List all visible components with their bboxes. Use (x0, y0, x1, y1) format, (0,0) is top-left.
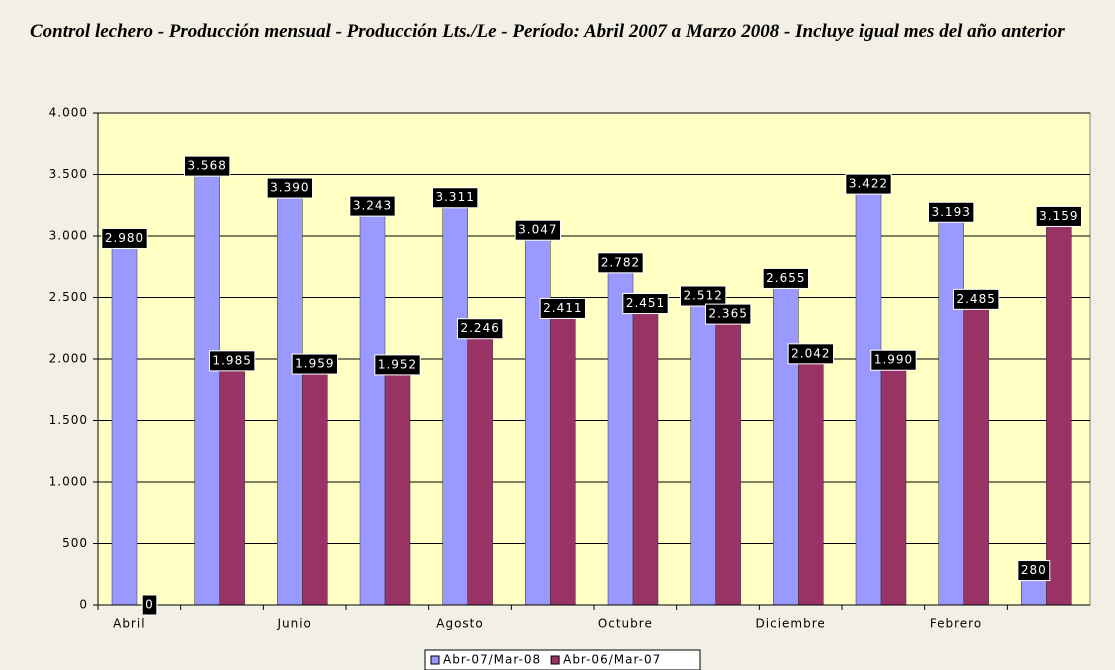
bar (442, 197, 468, 606)
y-tick-label: 500 (62, 536, 88, 550)
legend-label: Abr-07/Mar-08 (443, 653, 541, 667)
data-label: 0 (145, 598, 154, 612)
data-label-bg (679, 285, 727, 307)
data-label: 2.411 (543, 301, 582, 315)
data-label: 2.246 (460, 321, 499, 335)
bar (798, 353, 824, 606)
bar (1046, 216, 1072, 606)
bar (467, 328, 493, 606)
bar (525, 229, 551, 606)
data-label: 2.485 (956, 292, 995, 306)
x-tick-label: Diciembre (756, 617, 826, 631)
data-label-bg (597, 252, 644, 274)
y-tick-label: 2.500 (49, 290, 88, 304)
data-label-bg (141, 594, 158, 616)
bar (384, 364, 411, 606)
data-label: 3.568 (187, 159, 226, 173)
data-label-bg (514, 219, 562, 241)
data-label: 3.193 (931, 205, 970, 219)
data-label-bg (870, 349, 917, 371)
data-label: 280 (1021, 563, 1047, 577)
data-label: 3.243 (353, 199, 392, 213)
y-tick-label: 4.000 (49, 106, 88, 120)
data-label: 2.782 (601, 255, 640, 269)
data-label-bg (208, 350, 256, 372)
bar (715, 313, 741, 606)
data-label-bg (266, 177, 314, 199)
data-label: 2.451 (626, 296, 665, 310)
data-label-bg (291, 353, 339, 375)
data-label-bg (183, 155, 231, 177)
data-label-bg (927, 201, 975, 223)
data-label: 3.390 (270, 181, 309, 195)
data-label: 2.980 (105, 231, 144, 245)
bar (277, 187, 303, 606)
data-label-bg (431, 187, 479, 209)
y-tick-label: 0 (79, 598, 88, 612)
bar (359, 205, 386, 606)
bar (302, 363, 328, 606)
data-label: 2.512 (683, 289, 722, 303)
x-tick-label: Abril (113, 617, 145, 631)
data-label: 2.042 (791, 346, 830, 360)
data-label: 3.311 (435, 190, 474, 204)
data-label-bg (787, 343, 835, 365)
data-label-bg (1035, 205, 1083, 227)
data-label-bg (456, 318, 504, 340)
bar (632, 303, 659, 606)
legend-box (424, 649, 701, 670)
bar (880, 359, 907, 606)
data-label: 3.047 (518, 223, 557, 237)
bar (773, 278, 799, 606)
y-tick-label: 2.000 (49, 352, 88, 366)
chart-title: Control lechero - Producción mensual - P… (30, 21, 1065, 42)
x-tick-label: Agosto (436, 617, 483, 631)
x-tick-label: Octubre (598, 617, 653, 631)
y-tick-label: 1.500 (49, 413, 88, 427)
y-tick-label: 1.000 (49, 475, 88, 489)
data-label: 3.422 (849, 177, 888, 191)
bar (855, 183, 882, 606)
data-label-bg (539, 297, 587, 319)
x-tick-label: Febrero (930, 617, 982, 631)
data-label: 1.990 (874, 353, 913, 367)
data-label-bg (1017, 560, 1051, 582)
data-label: 1.952 (378, 357, 417, 371)
legend-swatch (430, 655, 440, 665)
data-label: 2.365 (708, 307, 747, 321)
bar (111, 238, 138, 606)
legend-label: Abr-06/Mar-07 (563, 653, 661, 667)
bar (938, 212, 964, 606)
data-label: 2.655 (766, 271, 805, 285)
bar (194, 165, 220, 606)
data-label-bg (349, 195, 396, 217)
bar (963, 299, 989, 606)
data-label: 3.159 (1039, 209, 1078, 223)
x-tick-label: Junio (276, 617, 311, 631)
data-label-bg (762, 267, 810, 289)
data-label: 1.985 (212, 353, 251, 367)
data-label-bg (845, 173, 892, 195)
bar (607, 262, 634, 606)
data-label-bg (101, 227, 148, 249)
data-label-bg (374, 354, 421, 376)
data-label-bg (952, 288, 1000, 310)
y-tick-label: 3.500 (49, 167, 88, 181)
bar (550, 308, 576, 606)
data-label-bg (704, 303, 752, 325)
bar (690, 295, 716, 606)
legend-swatch (550, 655, 560, 665)
y-tick-label: 3.000 (49, 229, 88, 243)
bar (219, 360, 245, 606)
data-label: 1.959 (295, 357, 334, 371)
data-label-bg (622, 293, 669, 315)
